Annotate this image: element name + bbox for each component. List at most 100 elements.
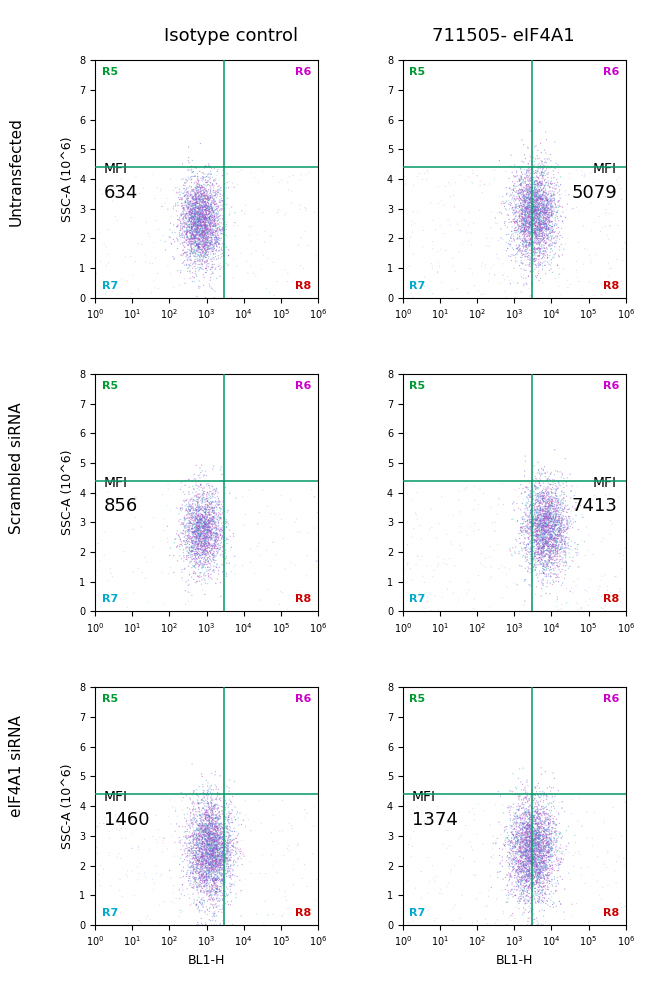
Point [540,787,550,802]
Point [536,195,547,211]
Point [192,518,203,534]
Point [547,557,558,573]
Point [220,816,230,832]
Point [528,833,538,848]
Point [518,480,528,496]
Point [536,815,547,831]
Point [216,854,227,870]
Point [207,803,218,819]
Point [199,523,209,539]
Point [543,207,553,223]
Point [549,530,560,546]
Point [526,250,537,266]
Point [529,857,539,873]
Point [561,521,571,537]
Point [550,537,560,553]
Point [530,186,541,201]
Point [543,513,554,528]
Point [197,227,207,243]
Point [522,210,532,226]
Point [189,519,200,535]
Point [545,541,555,557]
Point [195,864,205,880]
Point [543,503,554,518]
Point [538,529,549,545]
Point [207,243,217,258]
Point [193,229,203,245]
Point [521,844,531,859]
Point [194,198,204,214]
Point [196,189,207,204]
Point [193,211,203,227]
Point [207,820,218,836]
Point [521,857,531,873]
Point [523,536,533,552]
Point [187,526,198,542]
Point [207,202,218,218]
Point [214,244,224,259]
Point [522,881,532,897]
Point [523,237,534,252]
Point [199,185,209,200]
Point [181,533,192,549]
Point [532,888,542,903]
Point [185,818,195,834]
Point [521,507,531,522]
Point [181,831,192,846]
Point [532,787,543,802]
Point [190,233,200,248]
Point [198,786,209,801]
Point [528,875,539,891]
Point [199,229,209,245]
Point [526,190,536,205]
Point [190,227,201,243]
Point [528,823,538,839]
Point [216,527,226,543]
Point [211,779,222,794]
Point [535,205,545,221]
Point [207,842,217,857]
Point [513,858,523,874]
Point [434,886,445,901]
Point [524,220,534,236]
Point [535,222,545,238]
Point [535,849,545,865]
Point [224,853,234,869]
Point [213,797,223,813]
Point [192,831,202,846]
Point [202,213,212,229]
Point [186,506,196,521]
Point [286,184,296,199]
Point [213,531,224,547]
Point [530,203,540,219]
Point [530,812,540,828]
Point [211,196,222,212]
Point [207,834,218,849]
Point [539,184,549,199]
Point [543,518,554,534]
Point [526,499,537,515]
Point [525,868,535,884]
Point [198,856,208,872]
Point [510,208,521,224]
Point [202,860,213,876]
Point [204,864,214,880]
Point [515,192,525,208]
Point [175,187,185,202]
Point [190,219,201,235]
Point [537,849,547,865]
Point [534,158,544,174]
Point [184,824,194,840]
Point [214,891,224,906]
Point [537,882,547,898]
Point [192,512,203,527]
Point [208,842,218,857]
Point [207,547,217,563]
Point [169,848,179,864]
Point [206,221,216,237]
Point [532,873,543,889]
Point [185,215,196,231]
Point [528,816,538,832]
Point [534,213,544,229]
Point [199,527,209,543]
